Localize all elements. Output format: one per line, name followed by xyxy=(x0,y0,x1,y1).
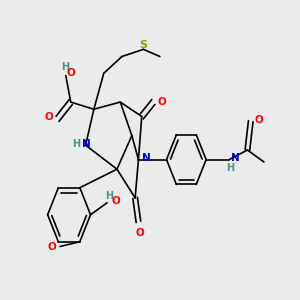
Text: H: H xyxy=(72,139,80,149)
Text: N: N xyxy=(231,153,240,163)
Text: O: O xyxy=(157,97,166,107)
Text: H: H xyxy=(226,163,234,173)
Text: O: O xyxy=(254,115,263,125)
Text: H: H xyxy=(61,62,69,72)
Text: O: O xyxy=(45,112,54,122)
Text: O: O xyxy=(111,196,120,206)
Text: N: N xyxy=(142,153,151,163)
Text: O: O xyxy=(135,228,144,238)
Text: S: S xyxy=(140,40,147,50)
Text: N: N xyxy=(82,139,90,149)
Text: H: H xyxy=(105,190,113,200)
Text: O: O xyxy=(47,242,56,253)
Text: O: O xyxy=(66,68,75,78)
